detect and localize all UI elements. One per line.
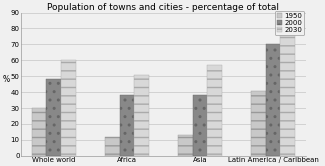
- Bar: [32, 108, 46, 156]
- Bar: [280, 29, 295, 156]
- Bar: [61, 60, 76, 156]
- Legend: 1950, 2000, 2030: 1950, 2000, 2030: [275, 11, 305, 35]
- Bar: [120, 95, 134, 156]
- Bar: [207, 65, 222, 156]
- Bar: [105, 137, 120, 156]
- Bar: [251, 91, 266, 156]
- Bar: [134, 75, 149, 156]
- Bar: [266, 44, 280, 156]
- Bar: [193, 95, 207, 156]
- Bar: [178, 135, 193, 156]
- Y-axis label: %: %: [3, 75, 10, 84]
- Title: Population of towns and cities - percentage of total: Population of towns and cities - percent…: [47, 3, 280, 12]
- Bar: [46, 79, 61, 156]
